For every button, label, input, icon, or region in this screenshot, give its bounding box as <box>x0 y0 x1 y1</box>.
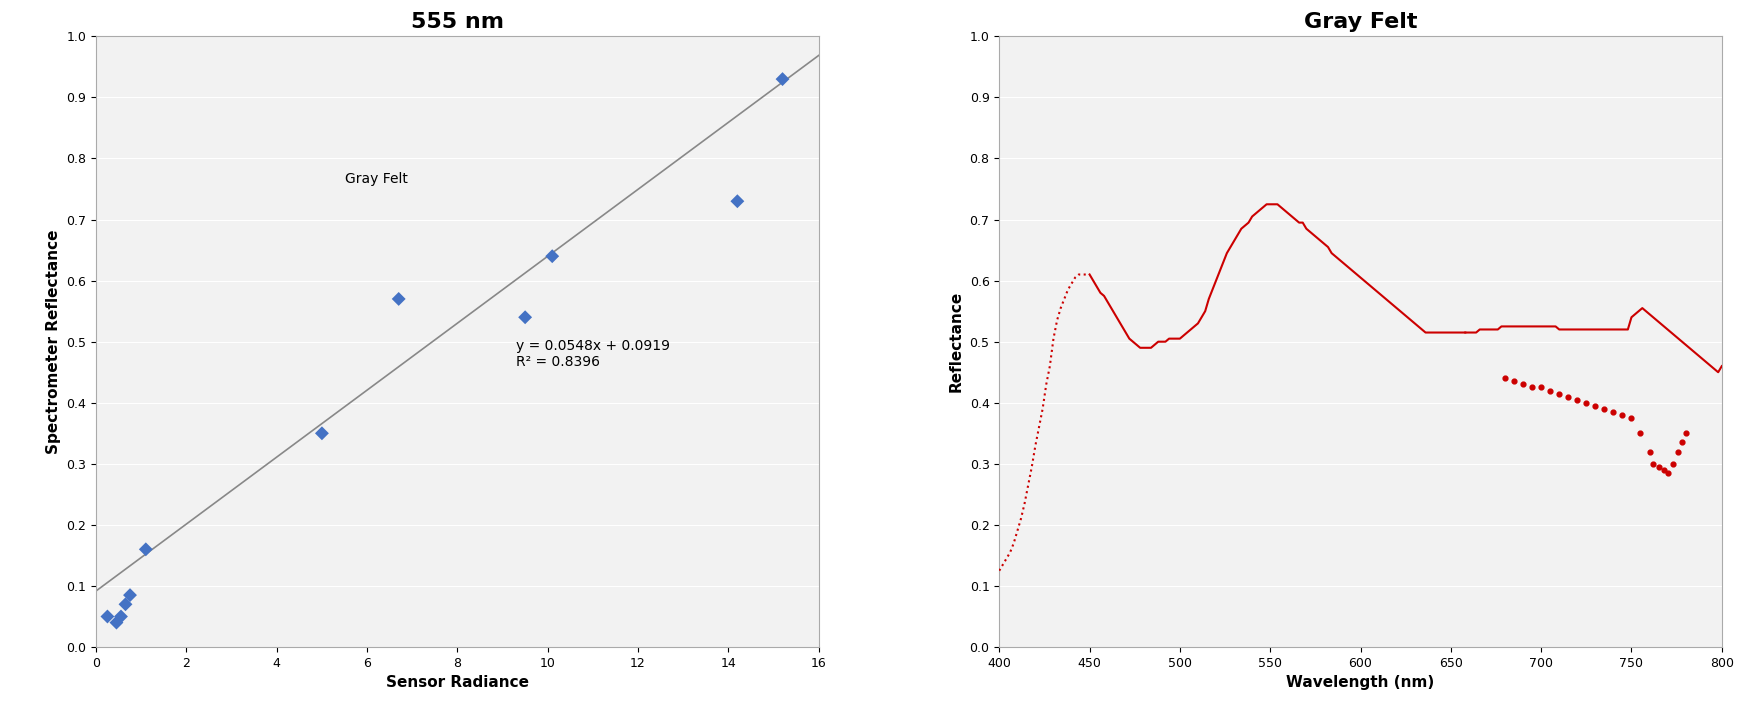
Title: Gray Felt: Gray Felt <box>1304 12 1418 32</box>
Point <box>1582 400 1610 411</box>
Point <box>308 427 336 439</box>
Point <box>724 196 752 207</box>
Point <box>1608 409 1636 421</box>
Point <box>1536 385 1564 396</box>
Point <box>1545 387 1573 399</box>
Point <box>1554 391 1582 403</box>
Point <box>1517 382 1547 393</box>
Point <box>1509 379 1536 390</box>
Text: y = 0.0548x + 0.0919
R² = 0.8396: y = 0.0548x + 0.0919 R² = 0.8396 <box>516 339 669 369</box>
Y-axis label: Reflectance: Reflectance <box>949 291 963 393</box>
Point <box>1599 406 1627 418</box>
Point <box>131 544 159 555</box>
Point <box>1659 458 1687 470</box>
Point <box>1636 446 1664 457</box>
X-axis label: Wavelength (nm): Wavelength (nm) <box>1287 675 1435 691</box>
Point <box>538 250 566 262</box>
X-axis label: Sensor Radiance: Sensor Radiance <box>386 675 530 691</box>
Point <box>1671 427 1699 439</box>
Title: 555 nm: 555 nm <box>411 12 503 32</box>
Point <box>1640 458 1668 470</box>
Point <box>115 590 143 601</box>
Point <box>1668 437 1696 449</box>
Point <box>1654 467 1682 479</box>
Point <box>1664 446 1692 457</box>
Point <box>385 293 413 305</box>
Point <box>1573 397 1601 409</box>
Point <box>112 598 140 610</box>
Point <box>1645 461 1673 473</box>
Point <box>1591 403 1619 414</box>
Point <box>1563 394 1591 406</box>
Point <box>1528 382 1556 393</box>
Point <box>1491 372 1519 384</box>
Point <box>107 611 135 622</box>
Point <box>93 611 121 622</box>
Point <box>510 311 538 323</box>
Point <box>769 73 797 85</box>
Point <box>103 616 131 628</box>
Point <box>1617 412 1645 424</box>
Text: Gray Felt: Gray Felt <box>344 172 407 186</box>
Y-axis label: Spectrometer Reflectance: Spectrometer Reflectance <box>45 230 61 454</box>
Point <box>1500 376 1528 387</box>
Point <box>1626 427 1654 439</box>
Point <box>1650 464 1678 475</box>
